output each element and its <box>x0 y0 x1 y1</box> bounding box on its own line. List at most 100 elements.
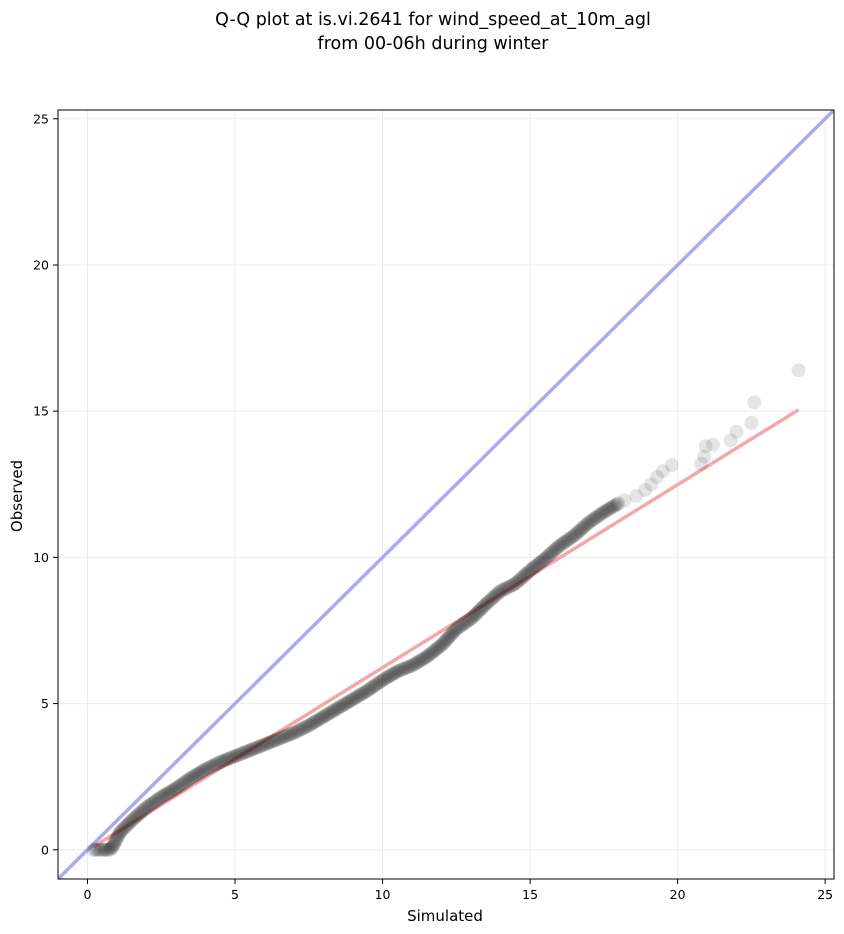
data-point <box>348 690 363 705</box>
data-point <box>433 639 448 654</box>
data-point <box>233 746 248 761</box>
data-point <box>439 632 454 647</box>
data-point <box>410 655 425 670</box>
data-point <box>362 682 377 697</box>
data-point <box>220 752 235 767</box>
data-point <box>263 735 278 750</box>
data-point <box>525 561 540 576</box>
data-point <box>519 566 534 581</box>
data-point <box>450 621 465 636</box>
data-point <box>655 464 670 479</box>
data-point <box>542 547 557 562</box>
data-point <box>537 551 552 566</box>
data-point <box>481 594 496 609</box>
data-point <box>101 842 116 857</box>
data-point <box>124 813 139 828</box>
data-point <box>158 787 173 802</box>
data-point <box>452 620 467 635</box>
data-point <box>276 729 291 744</box>
data-point <box>151 791 166 806</box>
data-point <box>253 739 268 754</box>
data-point <box>171 779 186 794</box>
y-tick-label: 5 <box>41 696 49 711</box>
data-point <box>434 638 449 653</box>
data-point <box>139 800 154 815</box>
data-point <box>744 415 759 430</box>
data-point <box>213 755 228 770</box>
data-point <box>320 707 335 722</box>
data-point <box>425 644 440 659</box>
data-point <box>217 753 232 768</box>
data-point <box>242 743 257 758</box>
data-point <box>129 809 144 824</box>
data-point <box>418 650 433 665</box>
data-point <box>393 663 408 678</box>
data-point <box>312 712 327 727</box>
data-point <box>321 706 336 721</box>
data-point <box>603 501 618 516</box>
data-point <box>248 741 263 756</box>
data-point <box>567 528 582 543</box>
data-point <box>336 697 351 712</box>
data-point <box>115 822 130 837</box>
data-point <box>532 555 547 570</box>
data-point <box>166 782 181 797</box>
data-point <box>201 760 216 775</box>
data-point <box>456 617 471 632</box>
y-tick-label: 15 <box>33 404 49 419</box>
data-point <box>548 541 563 556</box>
data-point <box>552 538 567 553</box>
data-point <box>287 725 302 740</box>
data-point <box>610 497 625 512</box>
data-point <box>520 565 535 580</box>
data-point <box>269 732 284 747</box>
data-point <box>363 681 378 696</box>
data-point <box>514 571 529 586</box>
y-tick-label: 0 <box>41 842 49 857</box>
data-point <box>110 829 125 844</box>
data-point <box>509 575 524 590</box>
data-point <box>154 790 169 805</box>
data-point <box>448 623 463 638</box>
data-point <box>458 615 473 630</box>
data-point <box>354 687 369 702</box>
data-point <box>261 735 276 750</box>
data-point <box>247 741 262 756</box>
data-point <box>137 802 152 817</box>
y-tick-label: 20 <box>33 257 49 272</box>
y-axis-label: Observed <box>8 460 26 532</box>
data-point <box>110 831 125 846</box>
data-point <box>311 712 326 727</box>
data-point <box>545 545 560 560</box>
data-point <box>474 601 489 616</box>
data-point <box>155 789 170 804</box>
data-point <box>447 624 462 639</box>
data-point <box>529 558 544 573</box>
data-point <box>118 819 133 834</box>
data-point <box>423 646 438 661</box>
data-point <box>611 496 626 511</box>
data-point <box>594 506 609 521</box>
data-point <box>382 669 397 684</box>
data-point <box>531 556 546 571</box>
data-point <box>493 583 508 598</box>
data-point <box>189 767 204 782</box>
data-point <box>543 546 558 561</box>
data-point <box>285 726 300 741</box>
x-tick-label: 20 <box>670 887 686 902</box>
data-point <box>160 786 175 801</box>
data-point <box>644 477 659 492</box>
data-point <box>521 564 536 579</box>
data-point <box>236 745 251 760</box>
data-point <box>617 493 632 508</box>
data-point <box>191 766 206 781</box>
data-point <box>364 680 379 695</box>
data-point <box>528 559 543 574</box>
data-point <box>99 842 114 857</box>
data-point <box>235 746 250 761</box>
data-point <box>461 613 476 628</box>
data-point <box>523 563 538 578</box>
data-point <box>122 815 137 830</box>
data-point <box>167 782 182 797</box>
data-point <box>135 803 150 818</box>
